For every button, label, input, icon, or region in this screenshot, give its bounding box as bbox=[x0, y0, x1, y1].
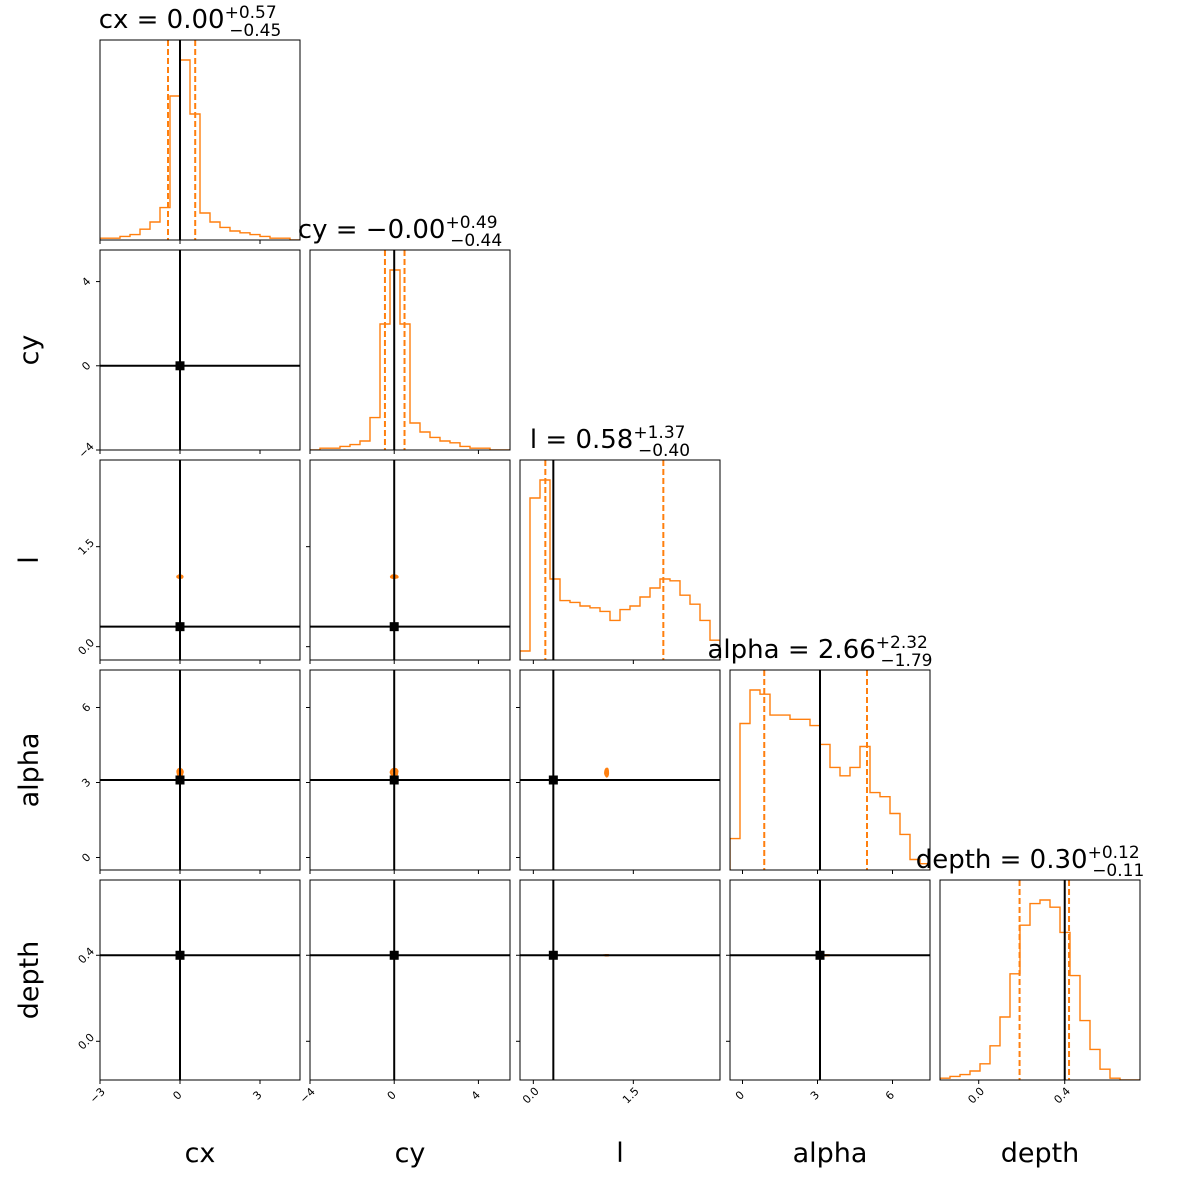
y-tick-label-alpha: 0 bbox=[79, 851, 93, 865]
hist-l bbox=[520, 479, 720, 660]
panel-frame bbox=[519, 669, 721, 871]
x-tick-label-alpha: 3 bbox=[808, 1088, 822, 1102]
contour-panel-cy-vs-cx bbox=[96, 249, 301, 454]
y-tick-label-alpha: 6 bbox=[79, 701, 93, 715]
panel-frame bbox=[99, 459, 301, 661]
y-axis-label-alpha: alpha bbox=[14, 733, 45, 808]
y-axis-label-depth: depth bbox=[14, 941, 45, 1020]
truth-marker-depth-vs-alpha bbox=[815, 950, 825, 960]
contour-panel-l-vs-cx bbox=[96, 459, 301, 664]
truth-marker-depth-vs-cy bbox=[389, 950, 399, 960]
y-tick-label-cy: 4 bbox=[79, 275, 93, 289]
y-tick-label-depth: 0.0 bbox=[76, 1031, 98, 1053]
panel-frame bbox=[519, 879, 721, 1081]
y-tick-label-alpha: 3 bbox=[79, 776, 93, 790]
hist-title-cx: cx = 0.00+0.57 −0.45 bbox=[99, 3, 282, 41]
x-axis-label-alpha: alpha bbox=[793, 1138, 868, 1169]
contour-panel-alpha-vs-cx bbox=[96, 669, 301, 874]
hist-depth bbox=[940, 899, 1140, 1080]
truth-marker-cy-vs-cx bbox=[175, 361, 185, 371]
x-tick-label-depth: 0.4 bbox=[1051, 1085, 1073, 1107]
contour-panel-alpha-vs-l bbox=[516, 669, 721, 874]
panel-frame bbox=[99, 249, 301, 451]
panel-frame bbox=[309, 249, 511, 451]
x-axis-label-depth: depth bbox=[1001, 1138, 1080, 1169]
x-tick-label-cx: −3 bbox=[87, 1085, 108, 1106]
y-tick-label-depth: 0.4 bbox=[76, 945, 98, 967]
hist-panel-depth bbox=[939, 879, 1141, 1084]
truth-marker-alpha-vs-cx bbox=[175, 775, 185, 785]
hist-title-alpha: alpha = 2.66+2.32 −1.79 bbox=[708, 633, 933, 671]
contour-panel-depth-vs-l bbox=[516, 879, 721, 1084]
truth-marker-depth-vs-cx bbox=[175, 950, 185, 960]
contour-panel-depth-vs-cy bbox=[306, 879, 511, 1084]
y-tick-label-cy: −4 bbox=[76, 440, 97, 461]
truth-marker-l-vs-cx bbox=[175, 622, 185, 632]
y-tick-label-l: 1.5 bbox=[76, 536, 98, 558]
panel-frame bbox=[519, 459, 721, 661]
contour-panel-l-vs-cy bbox=[306, 459, 511, 664]
panel-frame bbox=[99, 39, 301, 241]
hist-title-depth: depth = 0.30+0.12 −0.11 bbox=[916, 843, 1145, 881]
x-tick-label-alpha: 6 bbox=[883, 1088, 897, 1102]
x-tick-label-l: 1.5 bbox=[620, 1085, 642, 1107]
x-tick-label-cx: 0 bbox=[170, 1088, 184, 1102]
hist-panel-alpha bbox=[729, 669, 931, 874]
hist-cx bbox=[100, 59, 300, 240]
y-axis-label-cy: cy bbox=[14, 335, 45, 366]
x-tick-label-l: 0.0 bbox=[520, 1085, 542, 1107]
contour-panel-depth-vs-cx bbox=[96, 879, 301, 1084]
x-tick-label-cy: −4 bbox=[297, 1085, 318, 1106]
hist-title-l: l = 0.58+1.37 −0.40 bbox=[530, 423, 690, 461]
panel-frame bbox=[939, 879, 1141, 1081]
x-axis-label-cx: cx bbox=[185, 1138, 216, 1169]
hist-title-cy: cy = −0.00+0.49 −0.44 bbox=[298, 213, 502, 251]
y-tick-label-cy: 0 bbox=[79, 359, 93, 373]
x-tick-label-cx: 3 bbox=[250, 1088, 264, 1102]
hist-cy bbox=[310, 269, 510, 450]
panel-frame bbox=[99, 669, 301, 871]
truth-marker-depth-vs-l bbox=[548, 950, 558, 960]
x-tick-label-depth: 0.0 bbox=[965, 1085, 987, 1107]
panel-frame bbox=[99, 879, 301, 1081]
contour-panel-depth-vs-alpha bbox=[726, 879, 931, 1084]
x-tick-label-cy: 4 bbox=[469, 1088, 483, 1102]
x-axis-label-cy: cy bbox=[395, 1138, 426, 1169]
y-axis-label-l: l bbox=[14, 556, 45, 564]
truth-marker-l-vs-cy bbox=[389, 622, 399, 632]
panel-frame bbox=[309, 669, 511, 871]
hist-alpha bbox=[730, 689, 930, 870]
panel-frame bbox=[729, 879, 931, 1081]
x-tick-label-cy: 0 bbox=[385, 1088, 399, 1102]
truth-marker-alpha-vs-cy bbox=[389, 775, 399, 785]
truth-marker-alpha-vs-l bbox=[548, 775, 558, 785]
y-tick-label-l: 0.0 bbox=[76, 636, 98, 658]
panel-frame bbox=[729, 669, 931, 871]
hist-panel-l bbox=[519, 459, 721, 664]
panel-frame bbox=[309, 879, 511, 1081]
x-axis-label-l: l bbox=[616, 1138, 624, 1169]
contour-panel-alpha-vs-cy bbox=[306, 669, 511, 874]
hist-panel-cx bbox=[99, 39, 301, 244]
hist-panel-cy bbox=[309, 249, 511, 454]
x-tick-label-alpha: 0 bbox=[733, 1088, 747, 1102]
panel-frame bbox=[309, 459, 511, 661]
